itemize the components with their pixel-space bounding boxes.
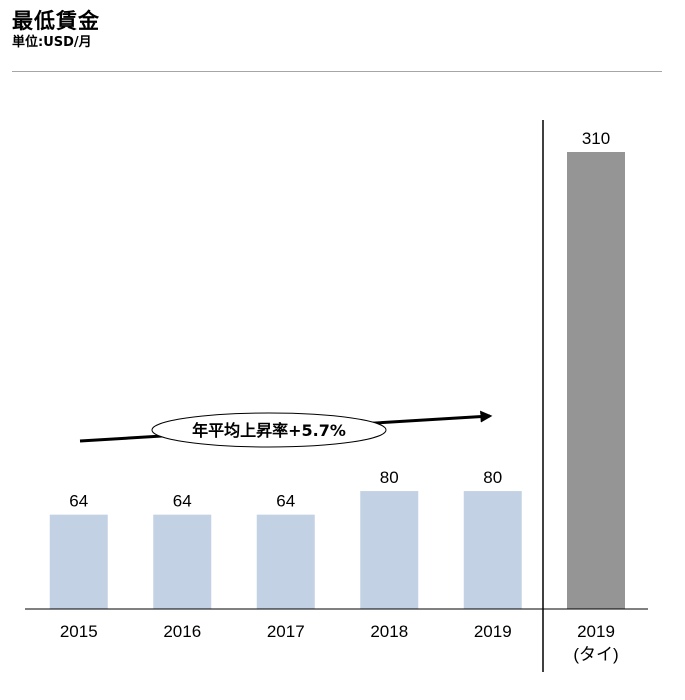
x-tick-label-5-line-0: 2019: [577, 622, 615, 641]
x-tick-label-4: 2019: [474, 622, 512, 641]
chart-header: 最低賃金 単位:USD/月: [12, 8, 100, 52]
annotation-label: 年平均上昇率+5.7%: [192, 421, 346, 440]
x-tick-label-5-line-1: (タイ): [573, 645, 618, 664]
data-label-0: 64: [69, 492, 88, 511]
header-divider: [12, 71, 662, 72]
bar-1: [153, 514, 212, 609]
bar-0: [49, 514, 108, 609]
labels-group: 64 2015 64 2016 64 2017 80 2018 80 2019 310 2019 (タイ…: [60, 129, 619, 664]
annotation-oval: [151, 412, 387, 448]
chart-title: 最低賃金: [12, 9, 100, 33]
data-label-3: 80: [380, 468, 399, 487]
data-label-2: 64: [276, 492, 295, 511]
data-label-4: 80: [483, 468, 502, 487]
data-label-5: 310: [582, 129, 610, 148]
x-tick-label-2: 2017: [267, 622, 305, 641]
x-tick-label-1: 2016: [163, 622, 201, 641]
data-label-1: 64: [173, 492, 192, 511]
bar-3: [360, 491, 419, 609]
bar-5: [567, 152, 625, 609]
bar-4: [463, 491, 522, 609]
x-tick-label-0: 2015: [60, 622, 98, 641]
growth-annotation: 年平均上昇率+5.7%: [79, 410, 493, 448]
bar-2: [256, 514, 315, 609]
x-tick-label-3: 2018: [370, 622, 408, 641]
bars-group: [49, 152, 625, 609]
chart-unit-label: 単位:USD/月: [12, 35, 92, 50]
